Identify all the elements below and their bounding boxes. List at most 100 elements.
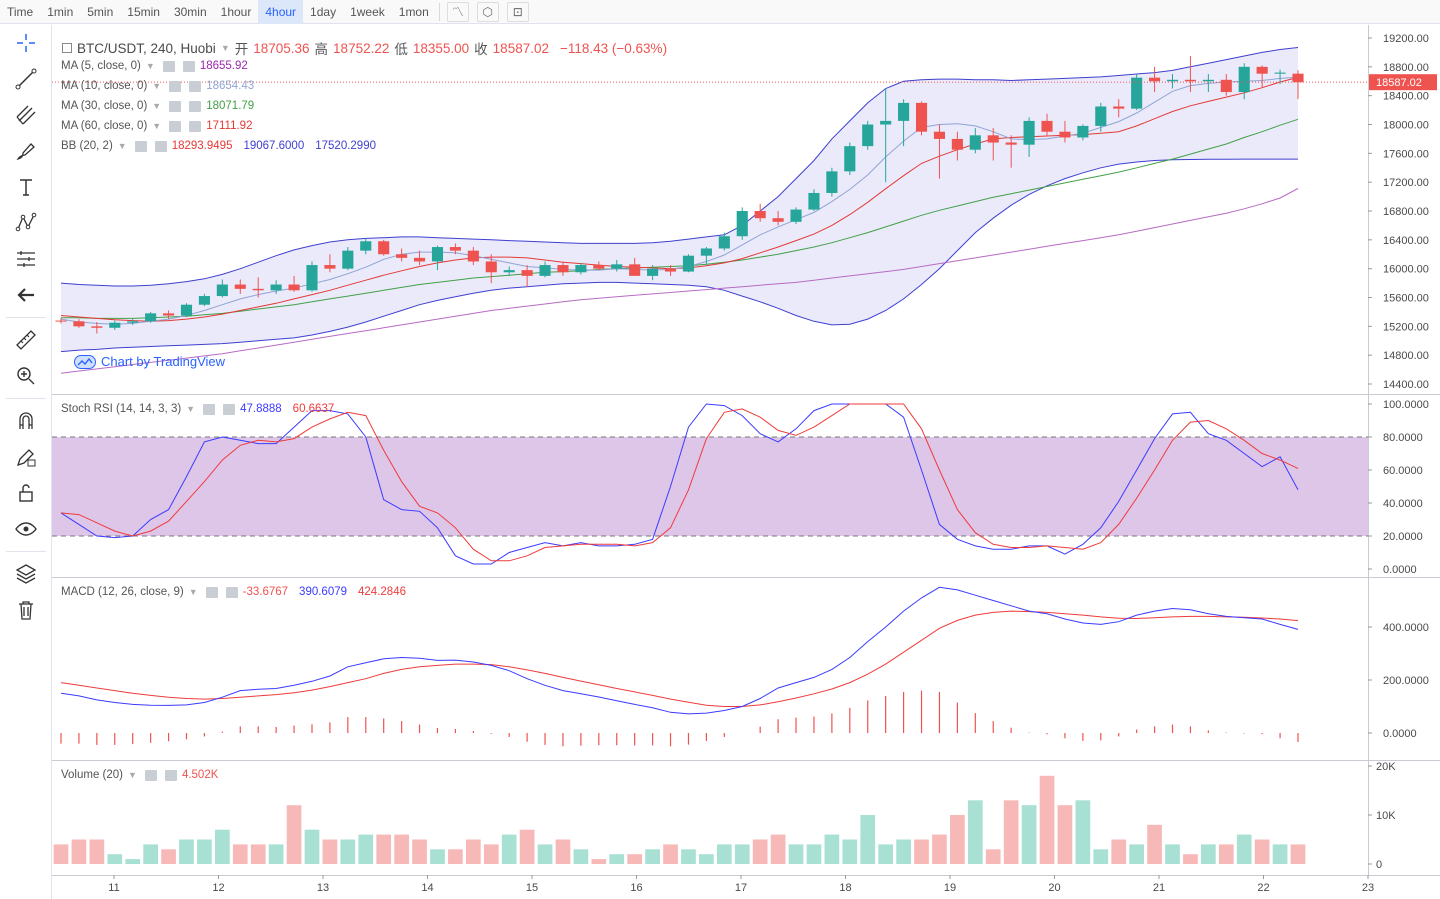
tradingview-watermark[interactable]: Chart by TradingView bbox=[74, 354, 225, 369]
stoch-d-value: 60.6637 bbox=[292, 403, 335, 415]
magnet-tool[interactable] bbox=[0, 403, 52, 439]
chevron-down-icon[interactable]: ▼ bbox=[117, 141, 127, 151]
zoom-tool[interactable] bbox=[0, 358, 52, 394]
chevron-down-icon[interactable]: ▼ bbox=[145, 61, 155, 71]
volume-value: 4.502K bbox=[181, 769, 219, 781]
volume-bar bbox=[376, 834, 392, 864]
ma30-label[interactable]: MA (30, close, 0) bbox=[61, 100, 148, 112]
visibility-tool[interactable] bbox=[0, 511, 52, 547]
chevron-down-icon[interactable]: ▼ bbox=[152, 81, 162, 91]
text-tool[interactable] bbox=[0, 169, 52, 205]
macd-tick-label: 200.0000 bbox=[1383, 675, 1429, 687]
brush-tool[interactable] bbox=[0, 133, 52, 169]
low-label: 低 bbox=[394, 42, 408, 57]
settings-icon[interactable] bbox=[205, 586, 218, 598]
settings-icon[interactable] bbox=[169, 120, 182, 132]
indicators-icon[interactable]: ⬡ bbox=[476, 1, 499, 22]
price-tick-label: 16800.00 bbox=[1383, 206, 1429, 218]
ma10-legend: MA (10, close, 0) ▼ 18654.43 bbox=[61, 80, 254, 92]
lock-drawing-tool[interactable] bbox=[0, 439, 52, 475]
ma60-label[interactable]: MA (60, close, 0) bbox=[61, 120, 148, 132]
volume-bar bbox=[770, 834, 786, 864]
chevron-down-icon[interactable]: ▼ bbox=[186, 404, 196, 414]
candle-body bbox=[180, 304, 193, 316]
symbol-title[interactable]: BTC/USDT, 240, Huobi bbox=[77, 40, 216, 56]
candle-body bbox=[252, 288, 264, 291]
volume-bar bbox=[734, 844, 750, 864]
candle-body bbox=[1166, 79, 1179, 82]
chevron-down-icon[interactable]: ▼ bbox=[152, 121, 162, 131]
settings-icon[interactable] bbox=[134, 140, 147, 152]
close-icon[interactable] bbox=[182, 60, 195, 72]
chevron-down-icon[interactable]: ▼ bbox=[220, 43, 230, 53]
timeframe-4hour[interactable]: 4hour bbox=[258, 0, 304, 24]
volume-bar bbox=[914, 839, 929, 864]
ma5-label[interactable]: MA (5, close, 0) bbox=[61, 60, 141, 72]
timeframe-1mon[interactable]: 1mon bbox=[398, 4, 429, 19]
timeframe-1min[interactable]: 1min bbox=[47, 4, 74, 19]
macd-line bbox=[60, 586, 1299, 715]
price-tick-label: 15600.00 bbox=[1383, 293, 1429, 305]
chart-canvas[interactable]: 18587.02 19200.00 18800.00 18400.00 18000.00… bbox=[52, 25, 1440, 899]
price-tick-label: 16400.00 bbox=[1383, 235, 1429, 247]
volume-bar bbox=[286, 805, 302, 864]
settings-icon[interactable] bbox=[203, 403, 216, 415]
candle-body bbox=[772, 218, 784, 222]
settings-icon[interactable] bbox=[144, 769, 157, 781]
close-icon[interactable] bbox=[223, 403, 236, 415]
lock-tool[interactable] bbox=[0, 475, 52, 511]
timeframe-15min[interactable]: 15min bbox=[127, 4, 160, 19]
time-tick-label: 23 bbox=[1362, 882, 1374, 894]
chevron-down-icon[interactable]: ▼ bbox=[188, 587, 198, 597]
bb-legend: BB (20, 2) ▼ 18293.9495 19067.6000 17520.299… bbox=[61, 140, 376, 152]
close-icon[interactable] bbox=[154, 140, 167, 152]
object-tree-tool[interactable] bbox=[0, 556, 52, 592]
timeframe-1week[interactable]: 1week bbox=[350, 4, 385, 19]
pattern-tool[interactable] bbox=[0, 205, 52, 241]
bb-label[interactable]: BB (20, 2) bbox=[61, 140, 113, 152]
macd-label[interactable]: MACD (12, 26, close, 9) bbox=[61, 586, 184, 598]
close-value: 18587.02 bbox=[492, 40, 549, 56]
zoom-in-icon bbox=[17, 367, 35, 385]
crosshair-tool[interactable] bbox=[0, 25, 52, 61]
unlock-icon bbox=[19, 484, 33, 502]
chevron-down-icon[interactable]: ▼ bbox=[128, 770, 137, 780]
close-icon[interactable] bbox=[189, 80, 202, 92]
back-tool[interactable] bbox=[0, 277, 52, 313]
close-icon[interactable] bbox=[225, 586, 238, 598]
chevron-down-icon[interactable]: ▼ bbox=[152, 101, 162, 111]
measure-tool[interactable] bbox=[0, 322, 52, 358]
timeframe-30min[interactable]: 30min bbox=[173, 4, 207, 19]
last-price-label: 18587.02 bbox=[1376, 77, 1422, 89]
prediction-tool[interactable] bbox=[0, 241, 52, 277]
candle-body bbox=[718, 236, 730, 249]
settings-icon[interactable] bbox=[169, 100, 182, 112]
ma10-label[interactable]: MA (10, close, 0) bbox=[61, 80, 148, 92]
volume-bar bbox=[681, 849, 696, 864]
collapse-icon[interactable] bbox=[62, 43, 72, 53]
settings-icon[interactable] bbox=[169, 80, 182, 92]
volume-bar bbox=[645, 849, 660, 864]
price-tick-label: 17200.00 bbox=[1383, 177, 1429, 189]
settings-icon[interactable] bbox=[162, 60, 175, 72]
time-tick-label: 20 bbox=[1048, 882, 1060, 894]
timeframe-5min[interactable]: 5min bbox=[87, 4, 114, 19]
trend-line-tool[interactable] bbox=[0, 61, 52, 97]
close-icon[interactable] bbox=[164, 769, 177, 781]
delete-tool[interactable] bbox=[0, 592, 52, 628]
timeframe-1day[interactable]: 1day bbox=[310, 4, 337, 19]
pitchfork-tool[interactable] bbox=[0, 97, 52, 133]
stoch-label[interactable]: Stoch RSI (14, 14, 3, 3) bbox=[61, 403, 182, 415]
volume-bar bbox=[53, 844, 69, 864]
volume-tick-label: 0 bbox=[1376, 859, 1382, 871]
timeframe-1hour[interactable]: 1hour bbox=[220, 4, 252, 19]
prediction-icon bbox=[17, 251, 35, 267]
price-tick-label: 18800.00 bbox=[1383, 62, 1429, 74]
chart-type-icon[interactable]: 〽 bbox=[446, 1, 469, 22]
screenshot-icon[interactable]: ⊡ bbox=[506, 1, 529, 22]
close-icon[interactable] bbox=[189, 120, 202, 132]
crosshair-icon bbox=[17, 34, 35, 52]
close-icon[interactable] bbox=[189, 100, 202, 112]
volume-label[interactable]: Volume (20) bbox=[61, 769, 124, 781]
ma30-line bbox=[61, 118, 1299, 319]
